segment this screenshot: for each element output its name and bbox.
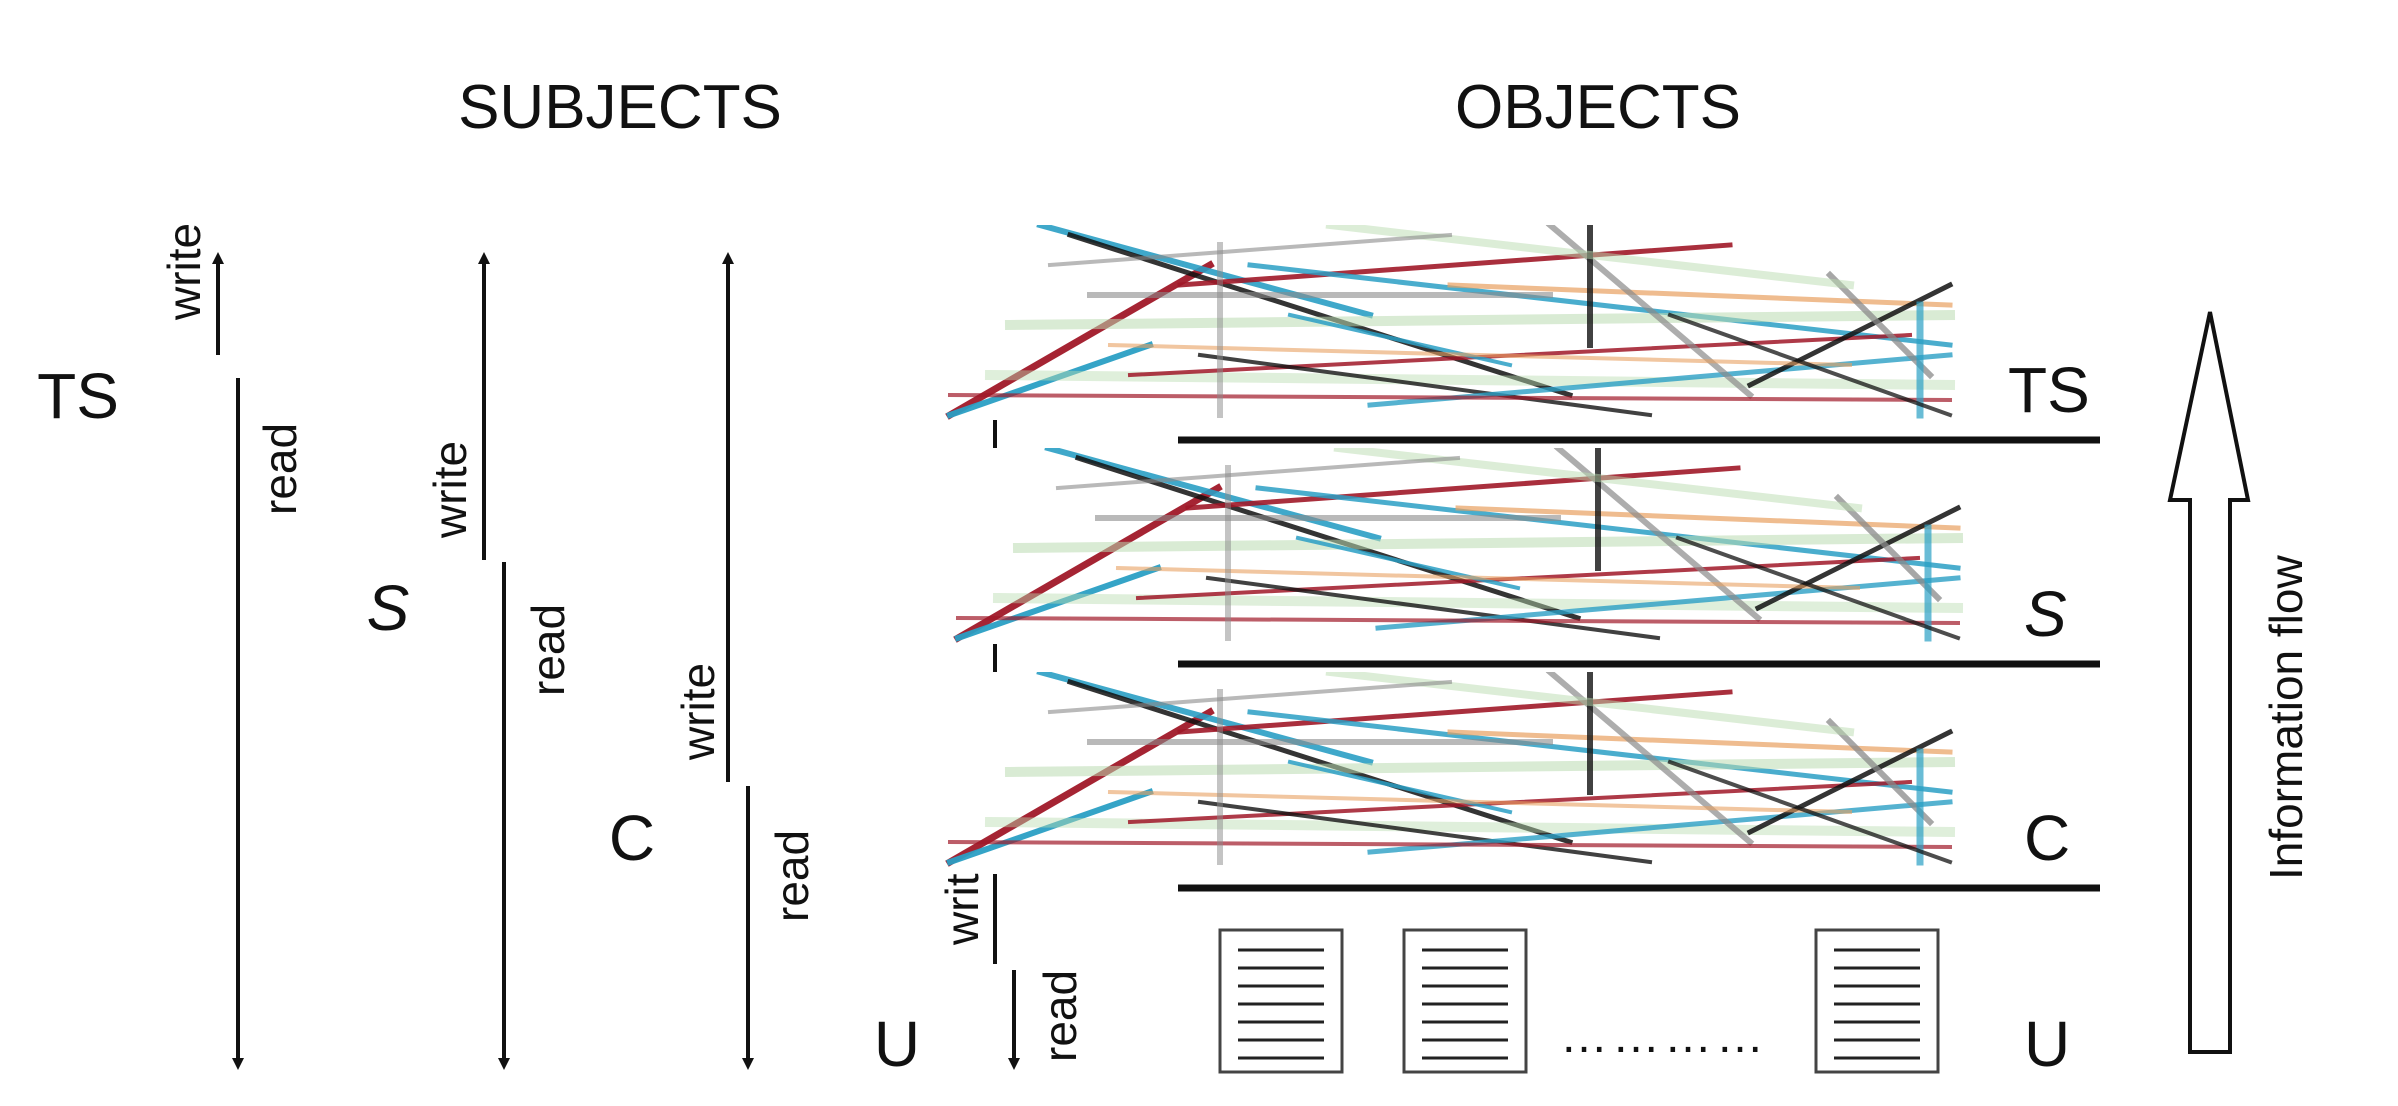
panel-texture-line <box>1004 756 1956 778</box>
panel-texture-line <box>1177 689 1733 735</box>
ts-read-label: read <box>254 423 306 515</box>
object-level-s: S <box>2024 578 2067 650</box>
panel-texture-line <box>1115 565 1861 591</box>
document-icon <box>1218 928 1344 1074</box>
panel-texture-line <box>984 369 1956 391</box>
panel-texture-line <box>1325 225 1855 290</box>
document-icon <box>1814 928 1940 1074</box>
panel-texture-line <box>1667 759 1953 865</box>
object-level-c: C <box>2024 802 2070 874</box>
panel-texture-line <box>947 392 1953 403</box>
panel-texture-line <box>1455 505 1961 531</box>
panel-texture-line <box>1247 709 1953 795</box>
subject-level-s: S <box>367 572 410 644</box>
panel-texture-line <box>1066 231 1574 399</box>
object-level-u: U <box>2024 1008 2070 1080</box>
panel-texture-line <box>1074 454 1582 622</box>
panel-texture-line <box>1833 493 1943 603</box>
panel-texture-line <box>1047 232 1453 268</box>
object-panel-ts <box>945 225 1956 420</box>
subjects-header: SUBJECTS <box>458 73 782 142</box>
panel-texture-line <box>1247 262 1953 348</box>
panel-texture-line <box>1066 678 1574 846</box>
panel-texture-line <box>1825 270 1935 380</box>
panel-texture-line <box>1205 575 1661 641</box>
subject-level-c: C <box>609 802 655 874</box>
panel-texture-line <box>1107 789 1853 815</box>
panel-texture-line <box>945 707 1215 867</box>
panel-texture-line <box>1825 717 1935 827</box>
u-read-label: read <box>1034 970 1086 1062</box>
panel-texture-line <box>1044 448 1382 542</box>
ts-write-label: write <box>158 223 210 321</box>
panel-texture-line <box>1255 485 1961 571</box>
panel-texture-line <box>946 788 1154 866</box>
objects-header: OBJECTS <box>1455 73 1741 142</box>
panel-texture-line <box>1107 342 1853 368</box>
panel-texture-line <box>1047 679 1453 715</box>
panel-texture-line <box>955 615 1961 626</box>
panel-texture-line <box>1197 799 1653 865</box>
c-read-label: read <box>766 830 818 922</box>
information-flow-label: Information flow <box>2260 555 2312 880</box>
panel-texture-line <box>1447 729 1953 755</box>
panel-texture-line <box>1004 309 1956 331</box>
panel-texture-line <box>1177 242 1733 288</box>
panel-texture-line <box>1055 455 1461 491</box>
panel-texture-line <box>1185 465 1741 511</box>
panel-texture-line <box>1667 312 1953 418</box>
panel-texture-line <box>992 592 1964 614</box>
panel-texture-line <box>954 564 1162 642</box>
s-write-label: write <box>424 441 476 539</box>
object-panel-c <box>945 672 1956 867</box>
panel-texture-line <box>947 839 1953 850</box>
c-write-label: write <box>672 663 724 761</box>
subject-level-u: U <box>874 1008 920 1080</box>
panel-texture-line <box>1675 535 1961 641</box>
panel-texture-line <box>1333 448 1863 513</box>
information-flow-arrow <box>2167 311 2251 1054</box>
s-read-label: read <box>522 604 574 696</box>
panel-texture-line <box>1036 225 1374 319</box>
document-icon <box>1402 928 1528 1074</box>
subject-level-ts: TS <box>37 360 119 432</box>
documents-ellipsis: ………… <box>1560 1010 1768 1063</box>
object-panel-s <box>953 448 1964 643</box>
panel-texture-line <box>1036 672 1374 766</box>
panel-texture-line <box>953 483 1223 643</box>
panel-texture-line <box>1447 282 1953 308</box>
panel-texture-line <box>945 260 1215 420</box>
panel-texture-line <box>1325 672 1855 737</box>
u-write-label: writ <box>936 873 988 946</box>
panel-texture-line <box>984 816 1956 838</box>
panel-texture-line <box>1197 352 1653 418</box>
panel-texture-line <box>1012 532 1964 554</box>
object-level-ts: TS <box>2008 354 2090 426</box>
panel-texture-line <box>946 341 1154 419</box>
